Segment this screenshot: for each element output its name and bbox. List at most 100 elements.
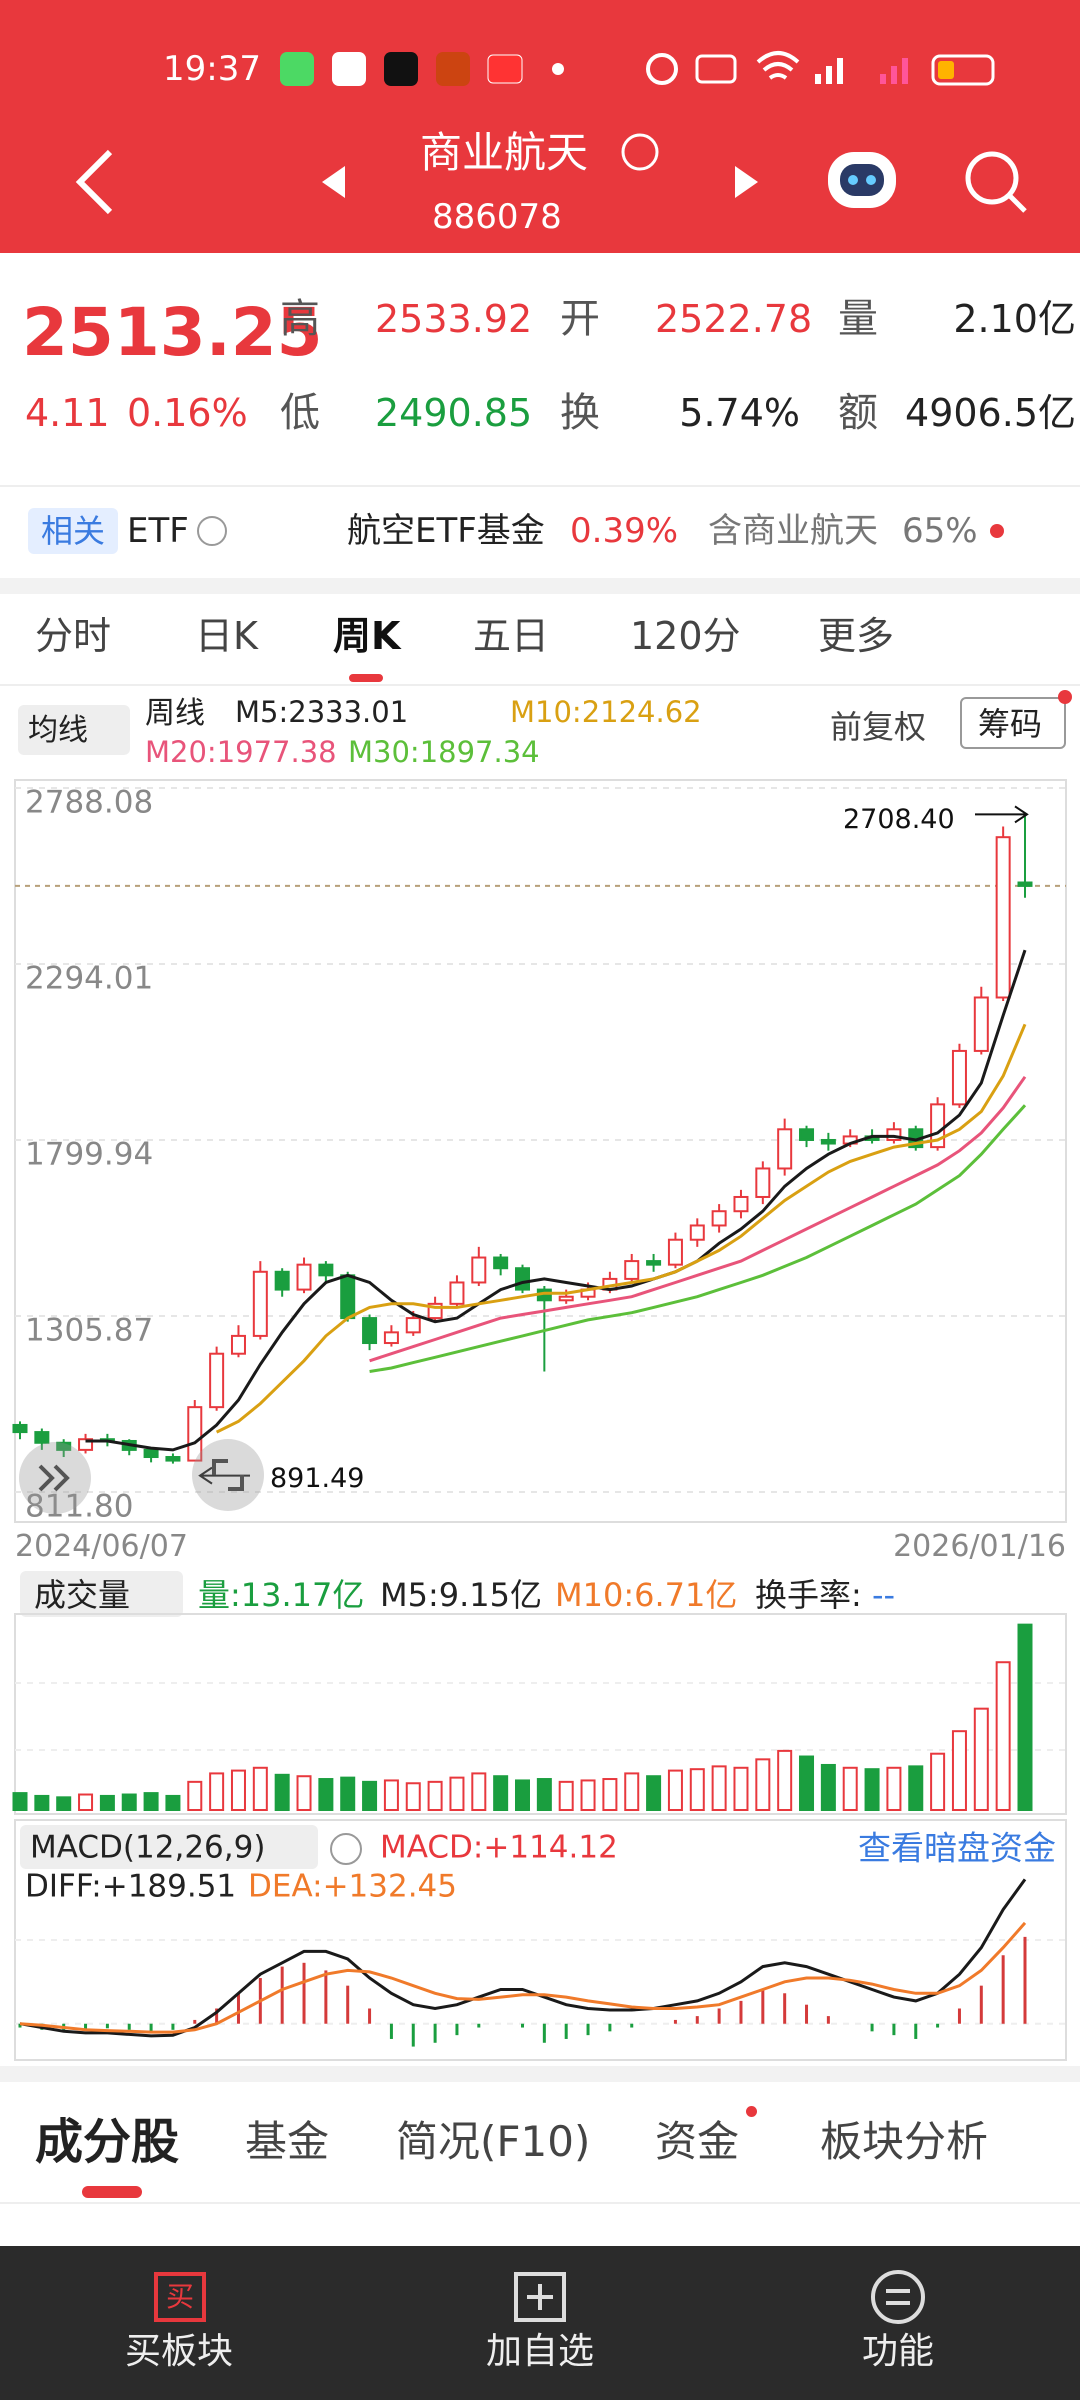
volume-bar bbox=[99, 1794, 115, 1811]
volume-bar bbox=[34, 1794, 50, 1811]
volume-bar bbox=[143, 1792, 159, 1811]
chip-box[interactable] bbox=[960, 697, 1066, 749]
field-value: 2522.78 bbox=[655, 297, 813, 341]
etf-name[interactable]: 航空ETF基金 bbox=[347, 511, 545, 551]
candle-body bbox=[165, 1456, 181, 1462]
volume-bar bbox=[908, 1765, 924, 1811]
volume-bar bbox=[733, 1766, 749, 1812]
tab[interactable]: 120分 bbox=[630, 614, 741, 658]
volume-bar bbox=[78, 1793, 94, 1812]
volume-bar bbox=[842, 1766, 858, 1812]
diff-legend: DIFF:+189.51 bbox=[25, 1868, 237, 1905]
candle-body bbox=[56, 1441, 72, 1451]
robot-eye bbox=[848, 175, 858, 185]
bottom-tab[interactable]: 基金 bbox=[245, 2117, 330, 2166]
ma-legend: M20:1977.38 bbox=[145, 735, 337, 769]
select-bg[interactable] bbox=[20, 1825, 318, 1869]
dea-legend: DEA:+132.45 bbox=[248, 1868, 458, 1905]
indicator-line bbox=[19, 1921, 1027, 2034]
chip[interactable]: 筹码 bbox=[978, 705, 1043, 743]
volume-bar bbox=[1017, 1623, 1033, 1811]
tab[interactable]: 分时 bbox=[35, 614, 112, 658]
buy-icon[interactable] bbox=[154, 2272, 206, 2322]
dark-pool-link[interactable]: 查看暗盘资金 bbox=[858, 1828, 1056, 1868]
volume-bar bbox=[427, 1780, 443, 1811]
help-icon[interactable] bbox=[197, 516, 227, 546]
y-tick-label: 2788.08 bbox=[25, 785, 153, 821]
candle-body bbox=[230, 1334, 246, 1355]
bottom-tab-active[interactable]: 成分股 bbox=[35, 2114, 180, 2170]
volume-bar bbox=[711, 1765, 727, 1811]
period: 周线 bbox=[145, 696, 205, 731]
candle-body bbox=[733, 1195, 749, 1213]
search-button[interactable] bbox=[965, 151, 1019, 205]
nav-item[interactable]: 买板块 bbox=[125, 2331, 234, 2372]
volume-bar bbox=[602, 1778, 618, 1811]
select-bg[interactable] bbox=[20, 1571, 183, 1617]
candle-body bbox=[12, 1423, 28, 1434]
bottom-tab[interactable]: 板块分析 bbox=[820, 2117, 989, 2166]
tab-active[interactable]: 周K bbox=[333, 614, 401, 658]
plus bbox=[527, 2284, 553, 2310]
help-icon[interactable] bbox=[330, 1833, 362, 1865]
volume-legend: 量:13.17亿 bbox=[198, 1576, 365, 1614]
nav-item[interactable]: 加自选 bbox=[486, 2331, 595, 2372]
candle-body bbox=[624, 1260, 640, 1280]
add-icon[interactable] bbox=[514, 2272, 566, 2322]
field-label: 换 bbox=[560, 390, 600, 436]
menu-lines bbox=[886, 2289, 910, 2305]
volume-bar bbox=[362, 1780, 378, 1811]
volume-bar bbox=[165, 1794, 181, 1811]
candle-body bbox=[995, 836, 1011, 999]
indicator-select[interactable]: 均线 bbox=[28, 713, 88, 748]
macd-title[interactable]: MACD(12,26,9) bbox=[30, 1829, 266, 1866]
app-icon bbox=[280, 52, 314, 86]
x-start: 2024/06/07 bbox=[15, 1529, 188, 1564]
select-bg[interactable] bbox=[18, 705, 130, 755]
robot-eye bbox=[866, 175, 876, 185]
app-icon bbox=[384, 52, 418, 86]
volume-bar bbox=[383, 1779, 399, 1812]
adjust[interactable]: 前复权 bbox=[830, 708, 927, 746]
volume-title[interactable]: 成交量 bbox=[34, 1576, 131, 1614]
etf-holding-pct: 65% bbox=[902, 511, 978, 551]
volume-bar bbox=[449, 1776, 465, 1812]
back-button[interactable] bbox=[75, 149, 113, 215]
charts: 811.80 1305.87 1799.94 2294.01 2788.08 M5:233… bbox=[12, 695, 1067, 2061]
bottom-tab[interactable]: 简况(F10) bbox=[396, 2117, 591, 2166]
volume-legend: M10:6.71亿 bbox=[555, 1576, 738, 1614]
menu-icon[interactable] bbox=[871, 2270, 925, 2324]
etf-tag: 相关 bbox=[41, 512, 106, 550]
high-annotation: 2708.40 bbox=[843, 804, 955, 835]
search-handle bbox=[1007, 193, 1027, 213]
volume-bar bbox=[995, 1661, 1011, 1811]
volume-bar bbox=[252, 1766, 268, 1812]
field-value: 5.74% bbox=[679, 391, 800, 435]
volume-bar bbox=[493, 1775, 509, 1811]
hd-icon bbox=[695, 54, 737, 84]
tab[interactable]: 更多 bbox=[818, 614, 895, 658]
tab[interactable]: 日K bbox=[195, 614, 258, 658]
nav-item[interactable]: 功能 bbox=[862, 2331, 935, 2372]
prev-button[interactable] bbox=[322, 166, 345, 198]
candle-body bbox=[143, 1448, 159, 1459]
low-annotation: 891.49 bbox=[270, 1463, 364, 1494]
volume-bar bbox=[951, 1730, 967, 1811]
red-dot bbox=[1058, 690, 1072, 704]
volume-bar bbox=[121, 1793, 137, 1812]
tab[interactable]: 五日 bbox=[473, 614, 550, 658]
volume-bar bbox=[558, 1780, 574, 1811]
candle-body bbox=[667, 1238, 683, 1266]
field-value: 4906.5亿 bbox=[905, 391, 1076, 435]
status-time: 19:37 bbox=[163, 49, 261, 89]
next-button[interactable] bbox=[735, 166, 758, 198]
candle-body bbox=[296, 1263, 312, 1291]
indicator-line bbox=[215, 1023, 1027, 1434]
scroll-button bbox=[19, 1442, 91, 1514]
app-icon bbox=[487, 54, 523, 84]
info-icon[interactable] bbox=[621, 133, 659, 171]
bottom-tab-underline bbox=[82, 2186, 142, 2198]
gap bbox=[0, 578, 1080, 594]
bottom-tab[interactable]: 资金 bbox=[655, 2117, 740, 2166]
